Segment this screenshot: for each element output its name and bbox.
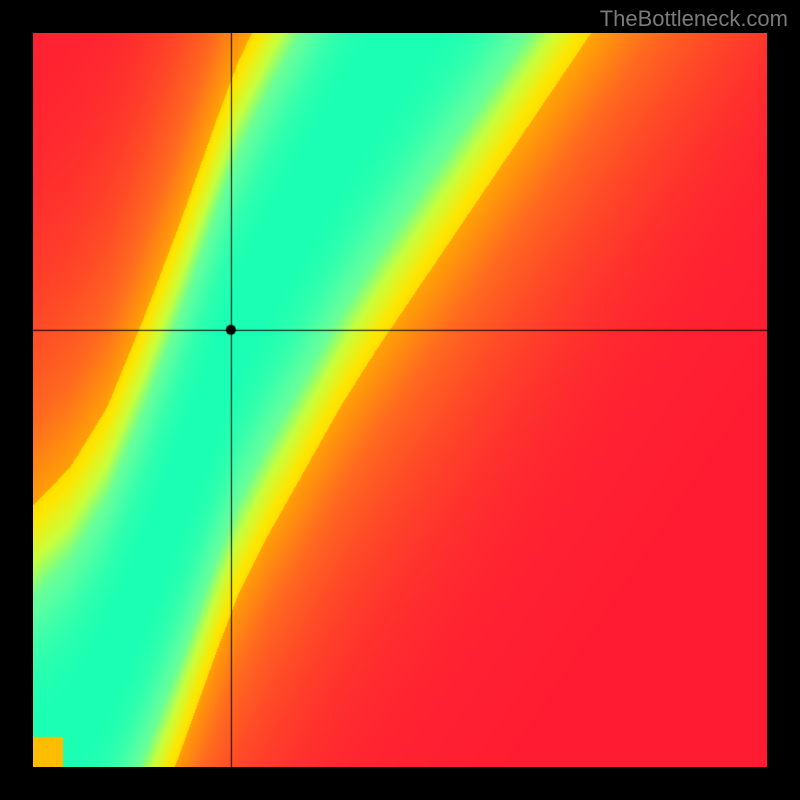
watermark-text: TheBottleneck.com [600,6,788,32]
heatmap-plot [33,33,767,767]
heatmap-canvas [33,33,767,767]
chart-container: TheBottleneck.com [0,0,800,800]
